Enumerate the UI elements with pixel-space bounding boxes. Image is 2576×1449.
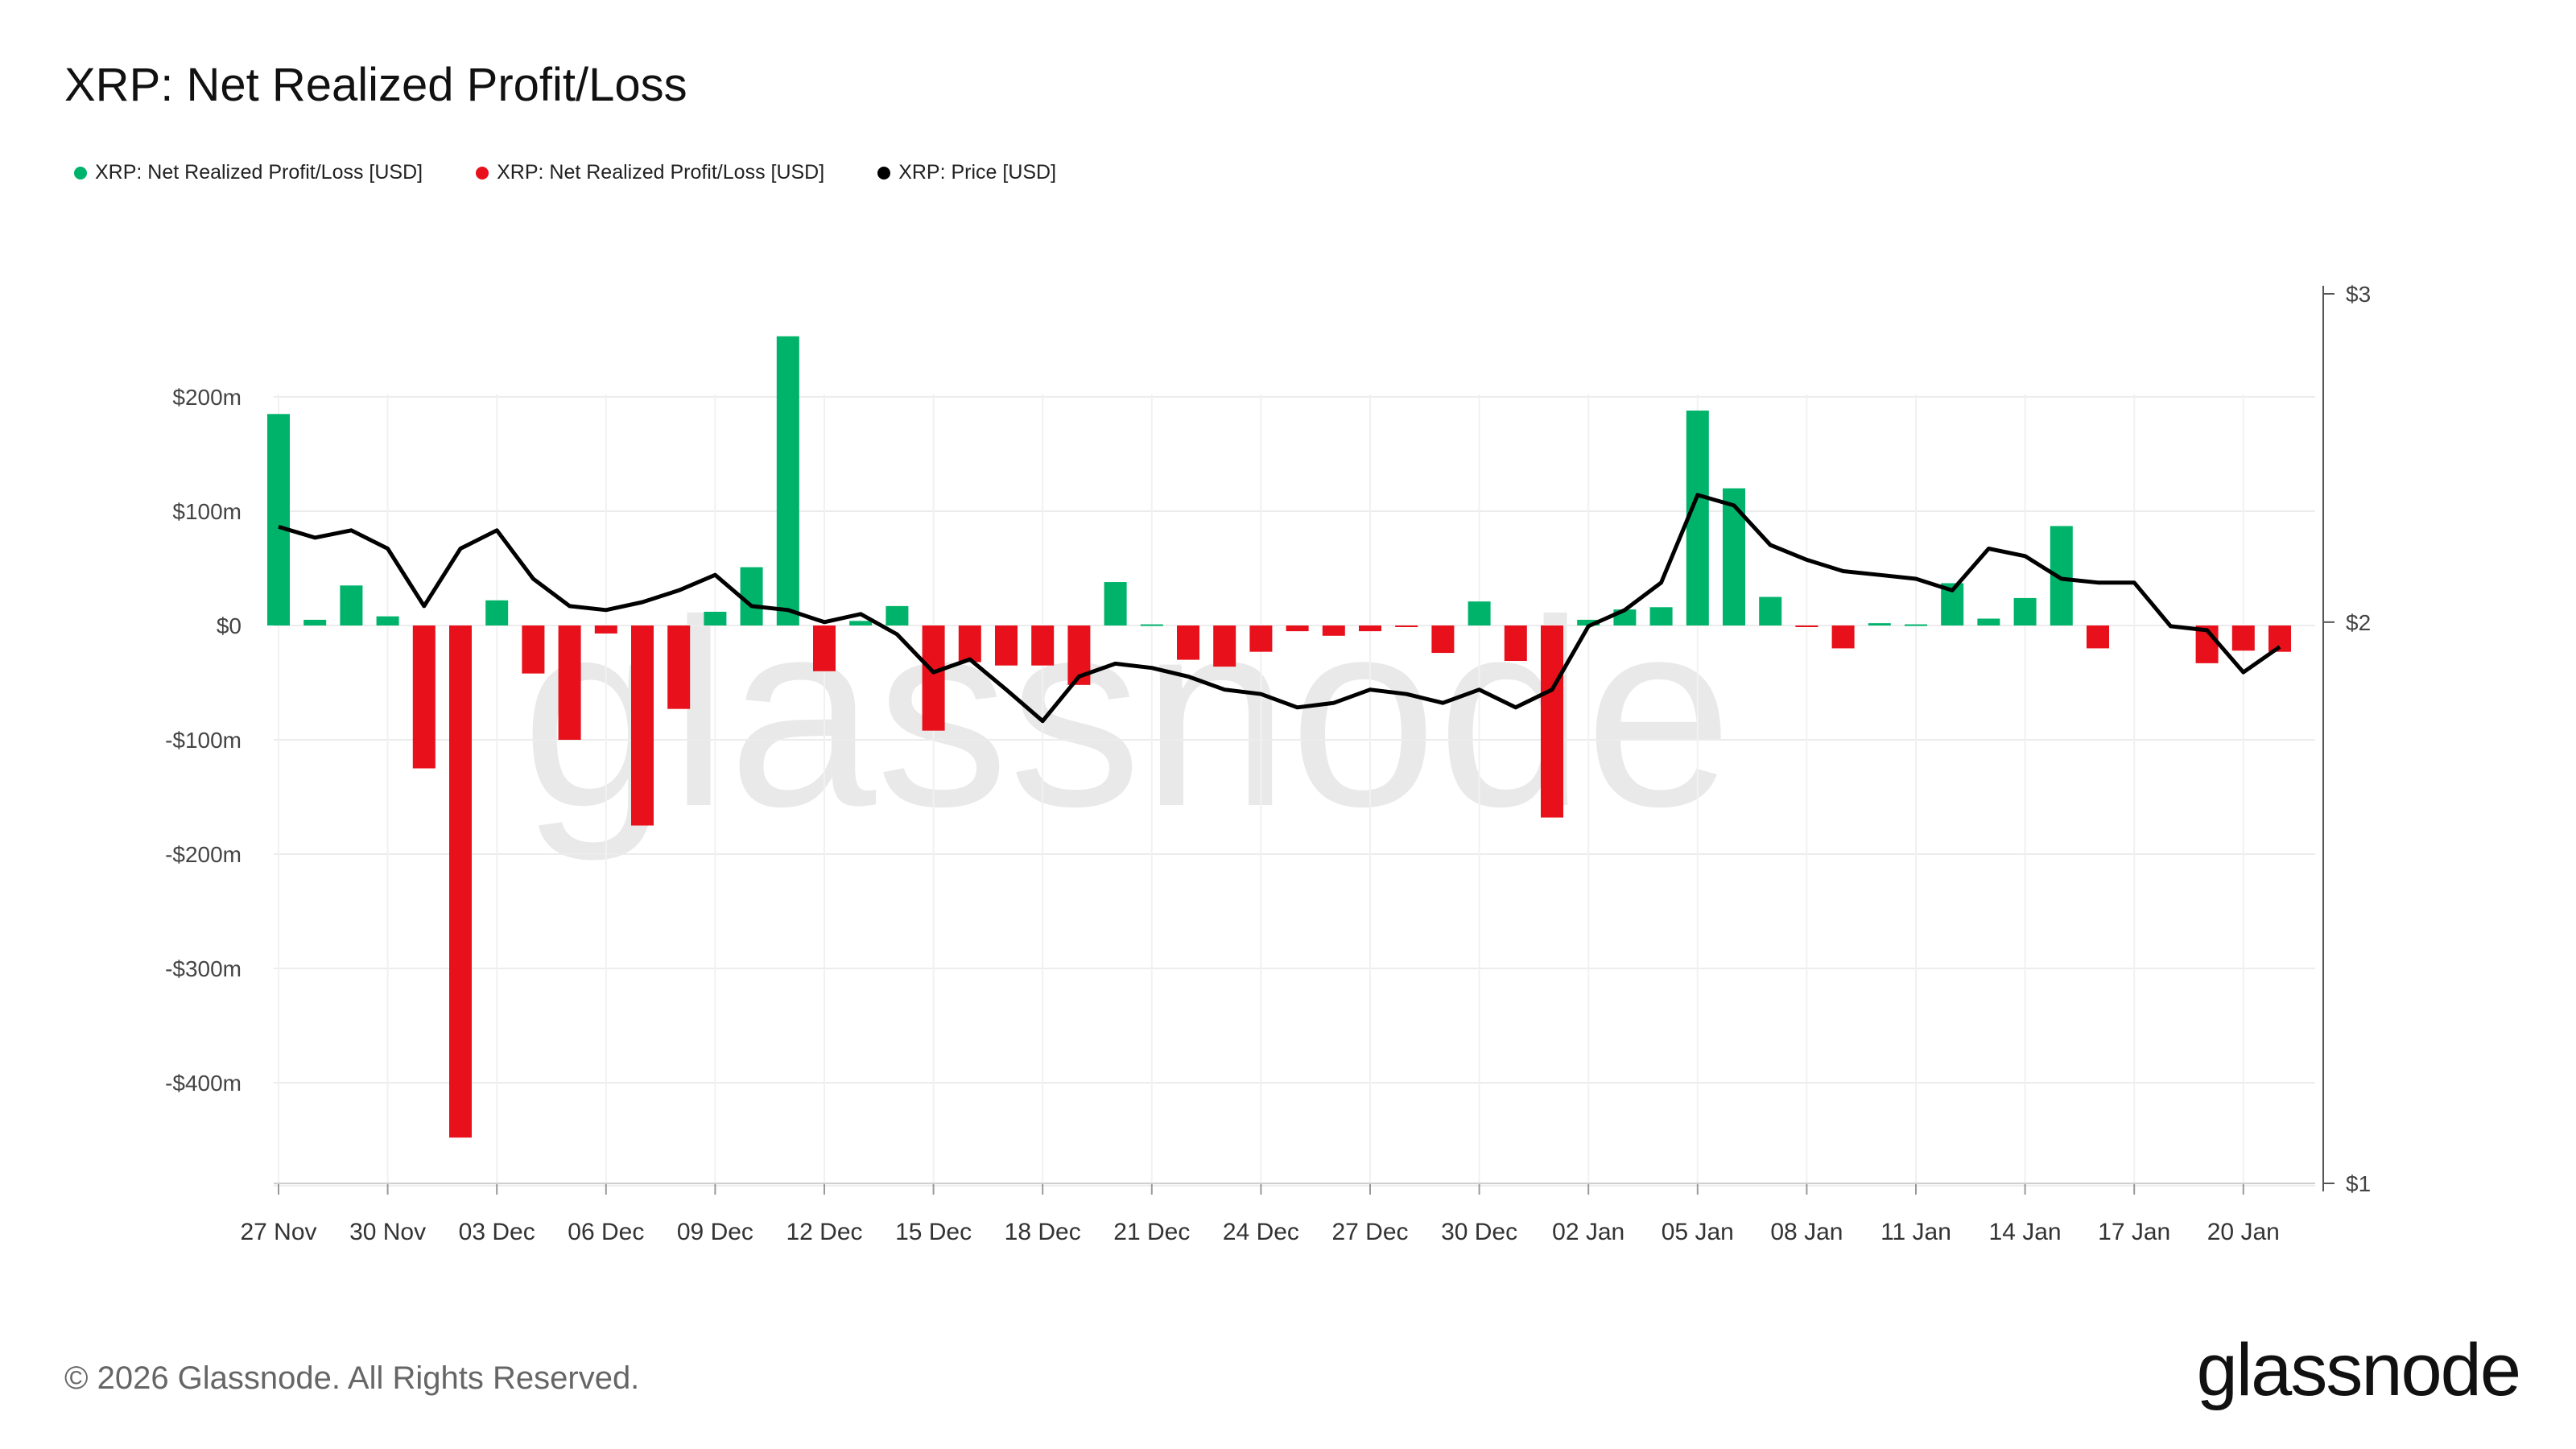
y-tick-label: -$200m <box>165 842 242 867</box>
right-tick-label: $3 <box>2346 282 2371 307</box>
profit-bar[interactable] <box>303 619 327 625</box>
x-tick-label: 14 Jan <box>1989 1219 2062 1245</box>
legend-dot-profit <box>74 166 87 180</box>
price-series <box>278 493 2281 724</box>
x-tick-label: 11 Jan <box>1880 1219 1951 1245</box>
profit-bar[interactable] <box>267 414 290 625</box>
y-tick-label: -$300m <box>165 956 242 981</box>
loss-bar[interactable] <box>813 625 836 671</box>
x-tick-label: 24 Dec <box>1223 1219 1299 1245</box>
y-tick-label: -$100m <box>165 728 242 753</box>
profit-bar[interactable] <box>740 567 763 625</box>
legend-label-price: XRP: Price [USD] <box>898 161 1057 184</box>
x-tick-label: 05 Jan <box>1662 1219 1734 1245</box>
copyright-footer: © 2026 Glassnode. All Rights Reserved. <box>64 1360 640 1396</box>
legend-item-price[interactable]: XRP: Price [USD] <box>877 161 1056 184</box>
chart-legend: XRP: Net Realized Profit/Loss [USD] XRP:… <box>74 161 1056 184</box>
y-tick-label: -$400m <box>165 1071 242 1096</box>
x-tick-label: 30 Nov <box>349 1219 426 1245</box>
legend-label-profit: XRP: Net Realized Profit/Loss [USD] <box>95 161 423 184</box>
loss-bar[interactable] <box>922 625 945 731</box>
legend-dot-loss <box>476 166 489 180</box>
loss-bar[interactable] <box>558 625 581 740</box>
legend-item-loss[interactable]: XRP: Net Realized Profit/Loss [USD] <box>476 161 824 184</box>
loss-bar[interactable] <box>958 625 981 663</box>
right-tick-label: $1 <box>2346 1171 2371 1196</box>
loss-bar[interactable] <box>449 625 472 1138</box>
x-tick-label: 06 Dec <box>568 1219 644 1245</box>
legend-label-loss: XRP: Net Realized Profit/Loss [USD] <box>497 161 825 184</box>
profit-bar[interactable] <box>1577 619 1600 625</box>
loss-bar[interactable] <box>1795 625 1818 627</box>
profit-bar[interactable] <box>1649 607 1673 625</box>
loss-bar[interactable] <box>1431 625 1455 654</box>
brand-logo: glassnode <box>2196 1329 2521 1411</box>
loss-bar[interactable] <box>1177 625 1199 660</box>
loss-bar[interactable] <box>995 625 1018 666</box>
x-tick-label: 21 Dec <box>1113 1219 1190 1245</box>
loss-bar[interactable] <box>1322 625 1345 636</box>
profit-bar[interactable] <box>1759 597 1782 626</box>
loss-bar[interactable] <box>522 625 545 674</box>
loss-bar[interactable] <box>631 625 654 826</box>
x-tick-label: 27 Nov <box>240 1219 316 1245</box>
loss-bar[interactable] <box>1286 625 1309 632</box>
loss-bar[interactable] <box>1249 625 1273 652</box>
y-tick-label: $0 <box>217 613 242 638</box>
y-tick-label: $100m <box>172 499 242 524</box>
profit-bar[interactable] <box>376 616 399 625</box>
profit-bar[interactable] <box>1140 624 1163 626</box>
loss-bar[interactable] <box>667 625 691 709</box>
legend-item-profit[interactable]: XRP: Net Realized Profit/Loss [USD] <box>74 161 423 184</box>
x-tick-label: 08 Jan <box>1770 1219 1843 1245</box>
x-tick-label: 15 Dec <box>895 1219 972 1245</box>
x-tick-label: 12 Dec <box>786 1219 862 1245</box>
axes: $200m $100m $0 -$100m -$200m -$300m -$400m 27 N… <box>165 282 2371 1245</box>
x-tick-label: 09 Dec <box>677 1219 753 1245</box>
page-title: XRP: Net Realized Profit/Loss <box>64 59 687 111</box>
profit-bar[interactable] <box>886 605 909 625</box>
loss-bar[interactable] <box>1213 625 1236 667</box>
loss-bar[interactable] <box>2231 625 2255 651</box>
profit-bar[interactable] <box>776 336 799 625</box>
loss-bar[interactable] <box>1831 625 1855 649</box>
profit-bar[interactable] <box>485 600 509 625</box>
profit-bar[interactable] <box>2013 597 2037 625</box>
x-tick-label: 30 Dec <box>1441 1219 1517 1245</box>
loss-bar[interactable] <box>2087 625 2109 649</box>
loss-bar[interactable] <box>1541 625 1563 818</box>
profit-bar[interactable] <box>1468 601 1491 625</box>
profit-bar[interactable] <box>849 621 873 625</box>
profit-bar[interactable] <box>1104 582 1127 625</box>
loss-bar[interactable] <box>1395 625 1418 627</box>
profit-bar[interactable] <box>1977 618 2000 625</box>
loss-bar[interactable] <box>594 625 617 634</box>
profit-bar[interactable] <box>1723 488 1745 625</box>
legend-dot-price <box>877 166 891 180</box>
x-tick-label: 03 Dec <box>459 1219 535 1245</box>
loss-bar[interactable] <box>1359 625 1381 632</box>
x-tick-label: 02 Jan <box>1552 1219 1624 1245</box>
profit-bar[interactable] <box>704 611 727 625</box>
x-tick-label: 20 Jan <box>2207 1219 2280 1245</box>
profit-bar[interactable] <box>340 585 363 625</box>
loss-bar[interactable] <box>1504 625 1527 662</box>
x-tick-label: 18 Dec <box>1005 1219 1081 1245</box>
right-tick-label: $2 <box>2346 610 2371 635</box>
profit-bar[interactable] <box>1868 623 1891 625</box>
loss-bar[interactable] <box>412 625 436 769</box>
x-tick-label: 17 Jan <box>2098 1219 2170 1245</box>
bar-series <box>267 336 2291 1138</box>
loss-bar[interactable] <box>1031 625 1055 666</box>
y-tick-label: $200m <box>172 385 242 410</box>
profit-bar[interactable] <box>1905 624 1927 626</box>
price-line[interactable] <box>278 493 2281 724</box>
grid-lines <box>274 394 2315 1187</box>
x-tick-label: 27 Dec <box>1331 1219 1408 1245</box>
